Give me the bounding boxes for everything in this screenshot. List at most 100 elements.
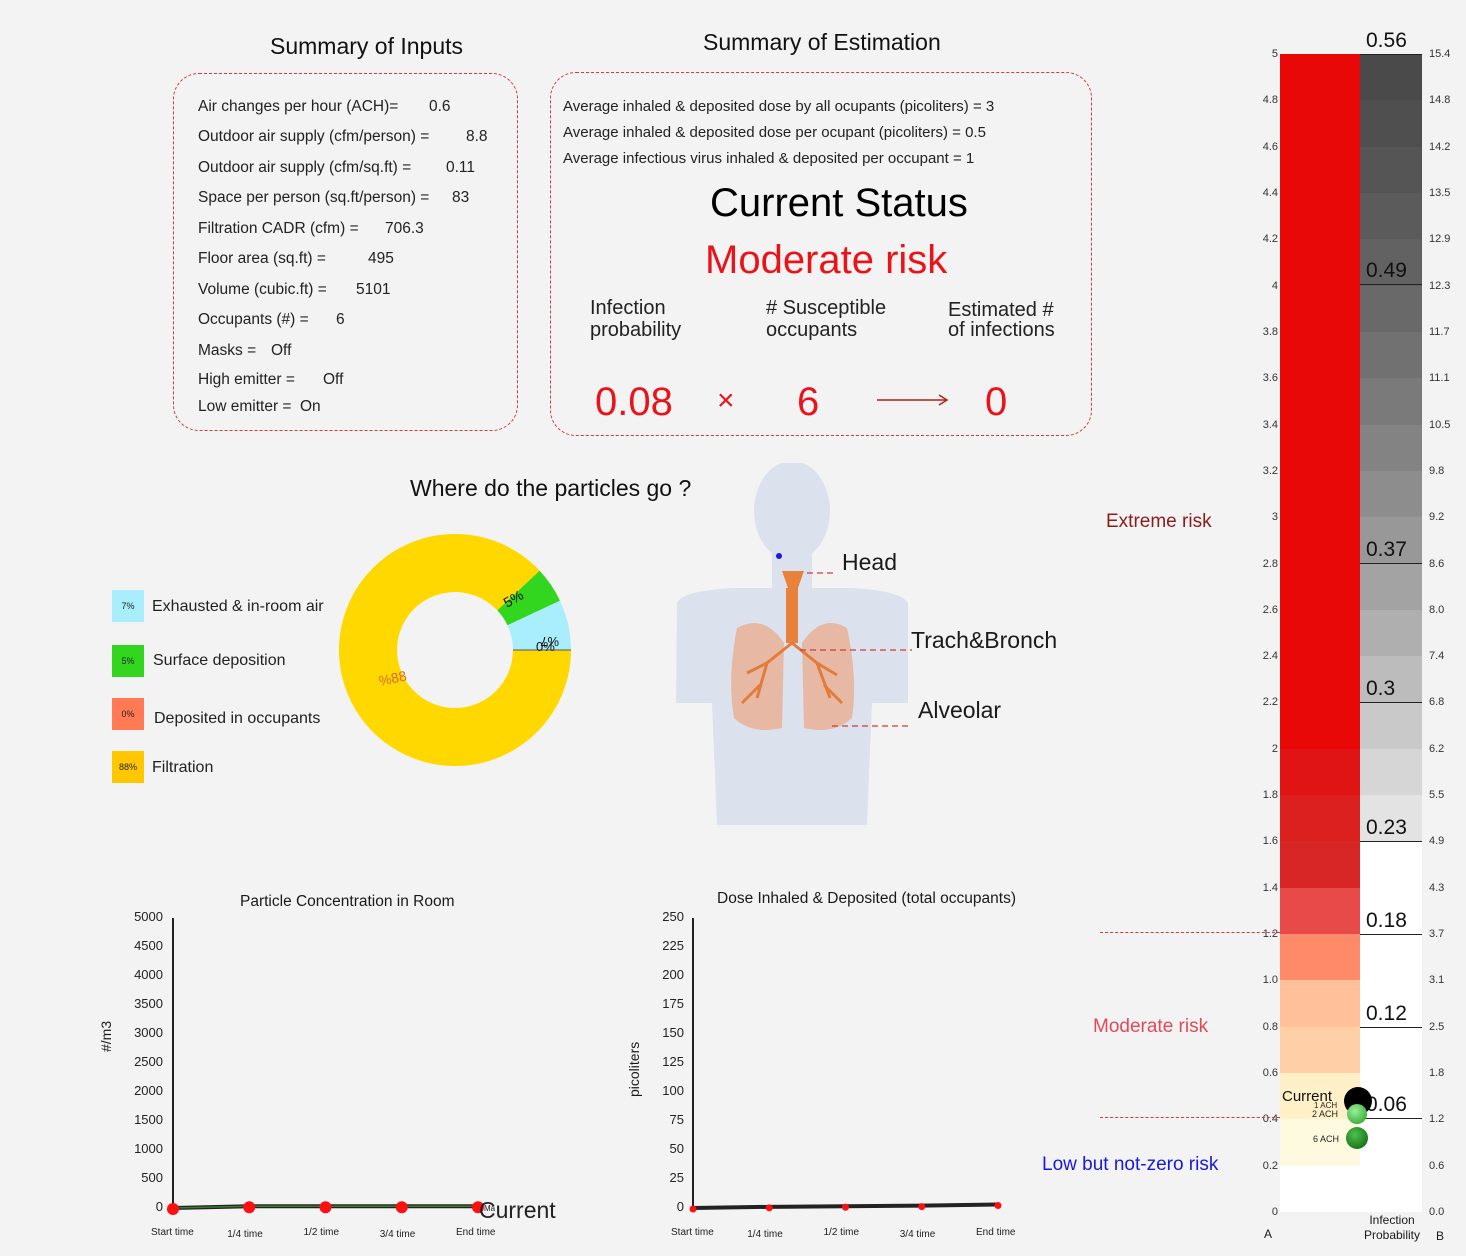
estimation-line-3: Average infectious virus inhaled & depos… bbox=[563, 150, 975, 167]
risk-label: Moderate risk bbox=[705, 238, 948, 282]
x-tick-label: 1/4 time bbox=[747, 1229, 783, 1240]
data-point[interactable] bbox=[765, 1204, 773, 1212]
donut-label-filtration: %88 bbox=[377, 667, 408, 689]
y-tick-label: 500 bbox=[141, 1170, 163, 1185]
zone-moderate-label: Moderate risk bbox=[1093, 1016, 1209, 1037]
risk-band bbox=[1280, 841, 1360, 889]
data-point[interactable] bbox=[842, 1203, 849, 1211]
risk-band bbox=[1280, 934, 1360, 981]
scale-a-tick: 0 bbox=[1271, 1206, 1278, 1218]
risk-band bbox=[1280, 424, 1360, 472]
risk-band bbox=[1280, 656, 1360, 703]
scale-a-tick: 4.8 bbox=[1262, 94, 1278, 107]
scale-a-tick: 5 bbox=[1271, 48, 1278, 60]
y-tick-label: 1000 bbox=[134, 1141, 163, 1156]
head-point-icon bbox=[776, 553, 782, 559]
scale-a-tick: 3.8 bbox=[1262, 325, 1278, 338]
scale-a-tick: 0.4 bbox=[1262, 1113, 1278, 1126]
scale-b-tick: 10.5 bbox=[1429, 418, 1451, 431]
scale-a-tick: 1.8 bbox=[1262, 789, 1278, 802]
scale-a-tick: 4.4 bbox=[1262, 186, 1278, 199]
infection-probability-label: Infection probability bbox=[590, 297, 682, 341]
data-point[interactable] bbox=[319, 1201, 332, 1214]
probability-band bbox=[1360, 841, 1422, 889]
input-row: High emitter = Off bbox=[198, 371, 343, 389]
probability-band bbox=[1360, 192, 1422, 240]
legend-swatch: 5% bbox=[112, 645, 144, 677]
arrow-right-icon bbox=[877, 394, 949, 406]
donut-slice bbox=[507, 600, 571, 650]
x-tick-label: End time bbox=[976, 1227, 1016, 1238]
scale-b-tick: 2.5 bbox=[1429, 1020, 1445, 1033]
scale-a-tick: 4.6 bbox=[1262, 140, 1278, 153]
data-point[interactable] bbox=[167, 1203, 179, 1215]
particles-donut-chart: %88 5% %7 0% bbox=[339, 534, 571, 766]
risk-band bbox=[1280, 378, 1360, 426]
input-label: Occupants (#) = bbox=[198, 311, 309, 328]
input-row: Outdoor air supply (cfm/person) = 8.8 bbox=[198, 128, 488, 146]
y-tick-label: 200 bbox=[662, 967, 684, 982]
donut-slice bbox=[497, 570, 560, 626]
ach6-marker-dot[interactable] bbox=[1346, 1127, 1368, 1149]
probability-band bbox=[1360, 980, 1422, 1028]
scale-b-tick: 14.2 bbox=[1429, 140, 1451, 153]
data-point[interactable] bbox=[243, 1201, 256, 1214]
input-label: Outdoor air supply (cfm/sq.ft) = bbox=[198, 159, 412, 176]
data-point[interactable] bbox=[395, 1201, 408, 1214]
axis-a-label: A bbox=[1264, 1227, 1273, 1241]
y-tick-label: 0 bbox=[676, 1199, 684, 1214]
ach6-label: 6 ACH bbox=[1313, 1134, 1340, 1144]
label-head: Head bbox=[842, 549, 897, 575]
risk-band bbox=[1280, 239, 1360, 287]
probability-line bbox=[1360, 934, 1422, 935]
probability-label: 0.18 bbox=[1366, 909, 1407, 932]
scale-a-tick: 3.2 bbox=[1262, 464, 1278, 477]
donut-label-occupants: 0% bbox=[536, 639, 555, 654]
scale-a-tick: 0.6 bbox=[1262, 1067, 1278, 1080]
multiply-sign: × bbox=[717, 384, 735, 417]
risk-band bbox=[1280, 146, 1360, 194]
input-row: Outdoor air supply (cfm/sq.ft) = 0.11 bbox=[198, 159, 475, 177]
y-tick-label: 150 bbox=[662, 1025, 684, 1040]
data-point[interactable] bbox=[918, 1203, 926, 1211]
scale-b-tick: 3.1 bbox=[1429, 974, 1445, 987]
probability-label: 0.23 bbox=[1366, 816, 1407, 839]
probability-band bbox=[1360, 239, 1422, 287]
infection-probability-value: 0.08 bbox=[595, 380, 673, 424]
risk-band bbox=[1280, 887, 1360, 935]
scale-a-tick: 4.2 bbox=[1262, 233, 1278, 246]
label-trach-bronch: Trach&Bronch bbox=[911, 627, 1058, 653]
probability-band bbox=[1360, 1119, 1422, 1167]
data-point[interactable] bbox=[472, 1201, 484, 1214]
input-label: Low emitter = bbox=[198, 398, 292, 415]
scale-b-tick: 11.7 bbox=[1429, 325, 1450, 338]
x-tick-label: 3/4 time bbox=[379, 1229, 416, 1240]
data-point[interactable] bbox=[994, 1202, 1002, 1210]
input-label: Volume (cubic.ft) = bbox=[198, 281, 327, 298]
donut-label-exhausted: %7 bbox=[540, 634, 559, 649]
estimation-box bbox=[550, 72, 1092, 436]
chart1-title: Particle Concentration in Room bbox=[240, 893, 455, 910]
scale-b-tick: 8.6 bbox=[1429, 557, 1445, 570]
probability-band bbox=[1360, 470, 1422, 518]
chart1-current-label: Current bbox=[479, 1197, 556, 1223]
scale-a-tick: 2.6 bbox=[1262, 603, 1278, 616]
risk-band bbox=[1280, 192, 1360, 240]
axis-b-label: B bbox=[1436, 1229, 1445, 1243]
ach2-marker-dot[interactable] bbox=[1347, 1104, 1367, 1124]
input-row: Filtration CADR (cfm) = 706.3 bbox=[198, 220, 424, 238]
inputs-title: Summary of Inputs bbox=[270, 33, 464, 59]
probability-label: 0.12 bbox=[1366, 1002, 1407, 1025]
y-tick-label: 0 bbox=[155, 1199, 163, 1214]
probability-band bbox=[1360, 1026, 1422, 1074]
input-row: Volume (cubic.ft) = 5101 bbox=[198, 281, 390, 299]
probability-band bbox=[1360, 748, 1422, 796]
risk-band bbox=[1280, 563, 1360, 611]
chart2-ylabel: picoliters bbox=[626, 1041, 642, 1097]
input-row: Air changes per hour (ACH)= 0.6 bbox=[198, 98, 451, 116]
probability-label: 0.49 bbox=[1366, 259, 1407, 282]
data-point[interactable] bbox=[689, 1205, 697, 1213]
probability-band bbox=[1360, 1165, 1422, 1213]
donut-slice bbox=[339, 534, 571, 766]
scale-a-tick: 2.4 bbox=[1262, 650, 1278, 663]
